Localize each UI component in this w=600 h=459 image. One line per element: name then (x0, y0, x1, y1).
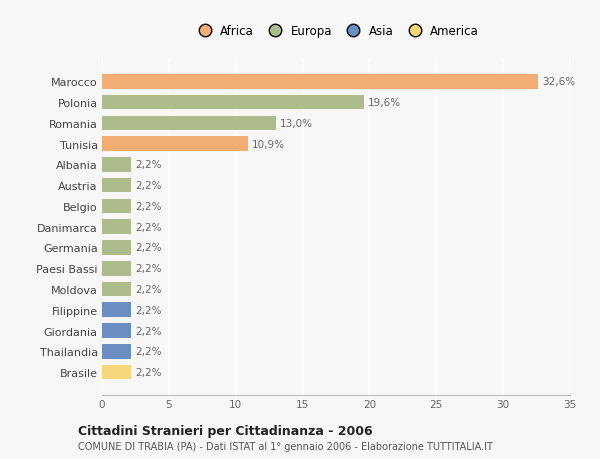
Bar (102, 261, 131, 276)
Text: 2,2%: 2,2% (136, 263, 162, 274)
Text: COMUNE DI TRABIA (PA) - Dati ISTAT al 1° gennaio 2006 - Elaborazione TUTTITALIA.: COMUNE DI TRABIA (PA) - Dati ISTAT al 1°… (78, 441, 493, 451)
Bar (102, 95, 364, 110)
Legend: Africa, Europa, Asia, America: Africa, Europa, Asia, America (193, 25, 479, 38)
Text: 2,2%: 2,2% (136, 160, 162, 170)
Text: 2,2%: 2,2% (136, 347, 162, 357)
Bar (102, 179, 131, 193)
Text: 2,2%: 2,2% (136, 202, 162, 212)
Text: 2,2%: 2,2% (136, 181, 162, 191)
Bar (102, 324, 131, 338)
Text: 10,9%: 10,9% (252, 140, 285, 149)
Text: 13,0%: 13,0% (280, 118, 313, 129)
Bar (102, 75, 538, 90)
Bar (102, 116, 276, 131)
Text: Cittadini Stranieri per Cittadinanza - 2006: Cittadini Stranieri per Cittadinanza - 2… (78, 424, 373, 437)
Bar (102, 282, 131, 297)
Text: 32,6%: 32,6% (542, 77, 575, 87)
Text: 2,2%: 2,2% (136, 305, 162, 315)
Bar (102, 241, 131, 255)
Text: 19,6%: 19,6% (368, 98, 401, 108)
Text: 2,2%: 2,2% (136, 222, 162, 232)
Text: 2,2%: 2,2% (136, 243, 162, 253)
Bar (102, 199, 131, 214)
Text: 2,2%: 2,2% (136, 285, 162, 294)
Bar (102, 344, 131, 359)
Text: 2,2%: 2,2% (136, 326, 162, 336)
Bar (102, 303, 131, 317)
Text: 2,2%: 2,2% (136, 367, 162, 377)
Bar (102, 137, 248, 151)
Bar (102, 365, 131, 380)
Bar (102, 158, 131, 172)
Bar (102, 220, 131, 235)
